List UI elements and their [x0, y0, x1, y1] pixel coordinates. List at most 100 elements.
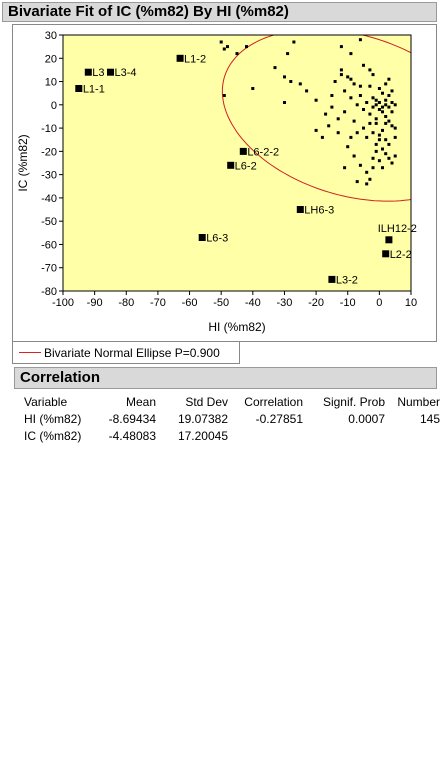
labeled-point [107, 68, 114, 76]
scatter-point [273, 66, 277, 70]
y-tick-label: -30 [41, 170, 57, 182]
scatter-point [324, 112, 328, 116]
cell-number: 145 [419, 411, 440, 426]
scatter-point [362, 63, 365, 67]
scatter-point [314, 128, 318, 132]
scatter-point [377, 108, 381, 111]
scatter-point [222, 94, 226, 97]
y-tick-label: -20 [41, 146, 57, 158]
scatter-point [368, 121, 372, 125]
cell-mean: -4.48083 [108, 428, 156, 443]
scatter-point [393, 135, 397, 139]
scatter-point [298, 82, 302, 86]
point-label: L3-4 [114, 67, 136, 79]
scatter-point [286, 52, 290, 56]
point-label: L6-2-2 [247, 146, 279, 158]
scatter-point [374, 98, 378, 102]
point-label: LH6-3 [304, 205, 334, 217]
x-tick-label: -10 [340, 297, 356, 309]
col-std-dev: Std Dev [185, 394, 228, 409]
scatter-point [235, 52, 239, 56]
x-tick-label: -100 [52, 297, 74, 309]
col-variable: Variable [24, 394, 68, 409]
scatter-point [374, 149, 378, 153]
col-number: Number [397, 394, 440, 409]
scatter-point [330, 94, 334, 97]
normal-ellipse [221, 35, 411, 202]
point-label: L3-2 [336, 274, 358, 286]
scatter-point [346, 75, 350, 79]
scatter-point [371, 105, 375, 109]
scatter-point [283, 101, 286, 104]
scatter-point [384, 115, 388, 118]
plot-border [62, 34, 412, 292]
scatter-point [368, 112, 372, 116]
scatter-point [358, 84, 362, 88]
scatter-point [390, 101, 394, 104]
scatter-point [346, 145, 350, 149]
legend: Bivariate Normal Ellipse P=0.900 [12, 342, 240, 364]
scatter-point [390, 110, 394, 114]
labeled-point [176, 54, 184, 62]
point-label: L1-1 [83, 84, 105, 96]
labeled-point [385, 236, 393, 244]
y-tick-label: -80 [41, 286, 57, 298]
scatter-point [333, 80, 337, 83]
scatter-point [368, 84, 372, 88]
correlation-header[interactable]: Correlation [14, 367, 437, 389]
col-signif-prob: Signif. Prob [322, 394, 385, 409]
x-tick-label: 0 [376, 297, 382, 309]
cell-signif-prob [303, 427, 385, 444]
labeled-point [198, 234, 206, 241]
legend-ellipse-swatch [19, 352, 41, 353]
scatter-point [377, 101, 381, 104]
plot-area [63, 35, 411, 291]
scatter-point [355, 180, 359, 184]
scatter-point [343, 110, 347, 114]
cell-correlation: -0.27851 [255, 411, 303, 426]
point-label: ILH12-2 [378, 223, 417, 235]
labeled-point [296, 206, 304, 213]
scatter-point [381, 166, 384, 170]
scatter-point [343, 166, 347, 170]
y-tick-label: -70 [41, 263, 57, 275]
x-tick-label: -60 [182, 297, 198, 309]
scatter-point [387, 119, 391, 123]
bivariate-fit-header[interactable]: Bivariate Fit of IC (%m82) By HI (%m82) [2, 2, 437, 22]
scatter-point [377, 159, 381, 163]
scatter-point [336, 131, 340, 135]
point-label: L1-2 [184, 53, 206, 65]
scatter-point [371, 156, 375, 160]
x-tick-label: 10 [405, 297, 417, 309]
x-tick-label: -40 [245, 297, 261, 309]
scatter-point [384, 138, 388, 142]
scatter-point [381, 128, 384, 132]
scatter-point [343, 89, 347, 93]
scatter-point [393, 154, 397, 158]
y-tick-label: 30 [45, 30, 57, 42]
scatter-point [374, 117, 378, 121]
labeled-point [227, 161, 235, 169]
cell-std-dev: 19.07382 [177, 411, 228, 426]
y-tick-label: -40 [41, 193, 57, 205]
scatter-point [381, 91, 384, 95]
table-row: IC (%m82) -4.48083 17.20045 [24, 427, 440, 444]
scatter-point [358, 163, 362, 167]
chart-frame: -100 -90 -80 -70 -60 -50 -40 -30 -20 -10 0 10 30 20 10… [12, 24, 437, 342]
y-tick-label: -60 [41, 239, 57, 251]
point-label: L6-2 [235, 160, 257, 172]
cell-number [385, 427, 440, 444]
scatter-point [251, 87, 255, 90]
scatter-point [371, 73, 375, 77]
cell-std-dev: 17.20045 [177, 428, 228, 443]
scatter-point [283, 75, 286, 79]
scatter-point [362, 126, 365, 130]
scatter-point [390, 89, 394, 93]
x-tick-label: -50 [213, 297, 229, 309]
scatter-point [289, 80, 293, 83]
table-row: HI (%m82) -8.69434 19.07382 -0.27851 0.0… [24, 410, 440, 427]
scatter-point [314, 98, 318, 102]
scatter-point [371, 131, 375, 135]
x-tick-label: -90 [87, 297, 103, 309]
scatter-point [384, 152, 388, 156]
